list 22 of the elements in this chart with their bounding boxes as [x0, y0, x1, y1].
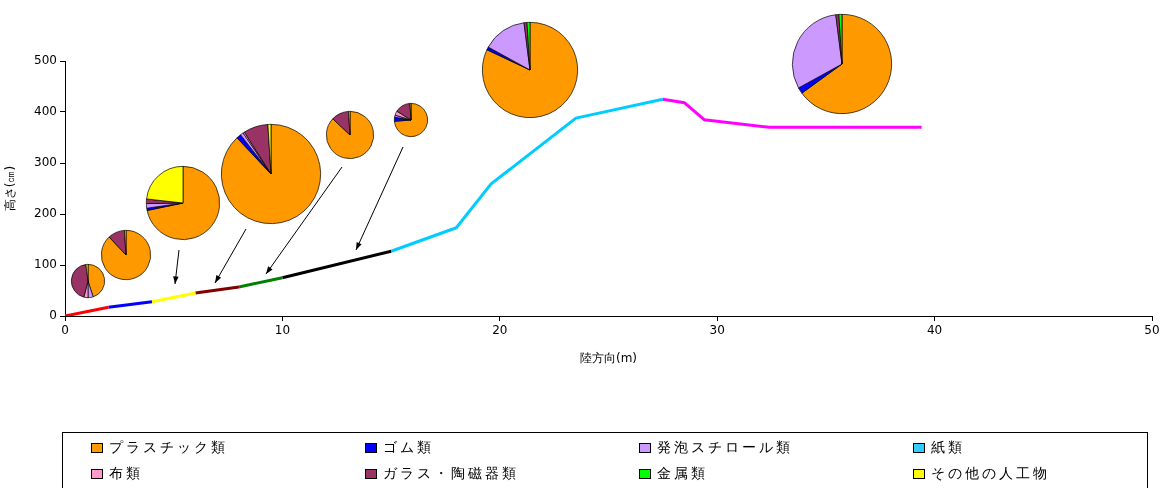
y-tick-label: 200: [34, 206, 57, 221]
legend-label: プラスチック類: [109, 439, 228, 457]
x-tick-label: 10: [274, 323, 291, 338]
y-tick-label: 300: [34, 155, 57, 170]
x-tick-label: 0: [61, 323, 69, 338]
legend-label: 布類: [109, 465, 143, 483]
legend-label: 金属類: [657, 465, 708, 483]
legend-label: ゴム類: [383, 439, 434, 457]
y-tick-label: 0: [49, 308, 57, 323]
legend-label: 紙類: [931, 439, 965, 457]
y-tick-label: 400: [34, 104, 57, 119]
legend-label: 発泡スチロール類: [657, 439, 793, 457]
y-tick-label: 500: [34, 53, 57, 68]
x-tick-label: 50: [1144, 323, 1160, 338]
x-tick-label: 30: [709, 323, 725, 338]
x-axis-title: 陸方向(m): [579, 350, 638, 365]
x-tick-label: 20: [492, 323, 508, 338]
legend-label: その他の人工物: [931, 465, 1050, 483]
legend-label: ガラス・陶磁器類: [383, 465, 519, 483]
y-tick-label: 100: [34, 257, 57, 272]
x-tick-label: 40: [926, 323, 943, 338]
y-axis-title: 高さ(㎝): [3, 165, 18, 212]
